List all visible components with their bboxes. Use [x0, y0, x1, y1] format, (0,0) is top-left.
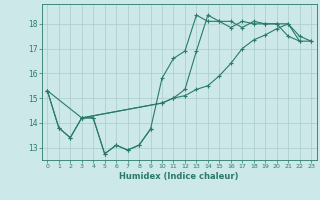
- X-axis label: Humidex (Indice chaleur): Humidex (Indice chaleur): [119, 172, 239, 181]
